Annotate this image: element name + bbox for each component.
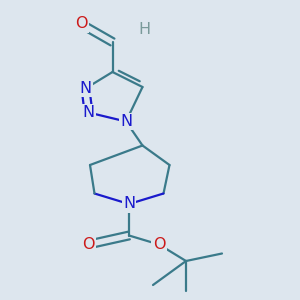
Text: N: N: [123, 196, 135, 211]
Text: O: O: [82, 237, 95, 252]
Text: O: O: [75, 16, 87, 32]
Text: N: N: [80, 81, 92, 96]
Text: O: O: [153, 237, 165, 252]
Text: H: H: [138, 22, 150, 38]
Text: N: N: [82, 105, 94, 120]
Text: N: N: [120, 114, 132, 129]
